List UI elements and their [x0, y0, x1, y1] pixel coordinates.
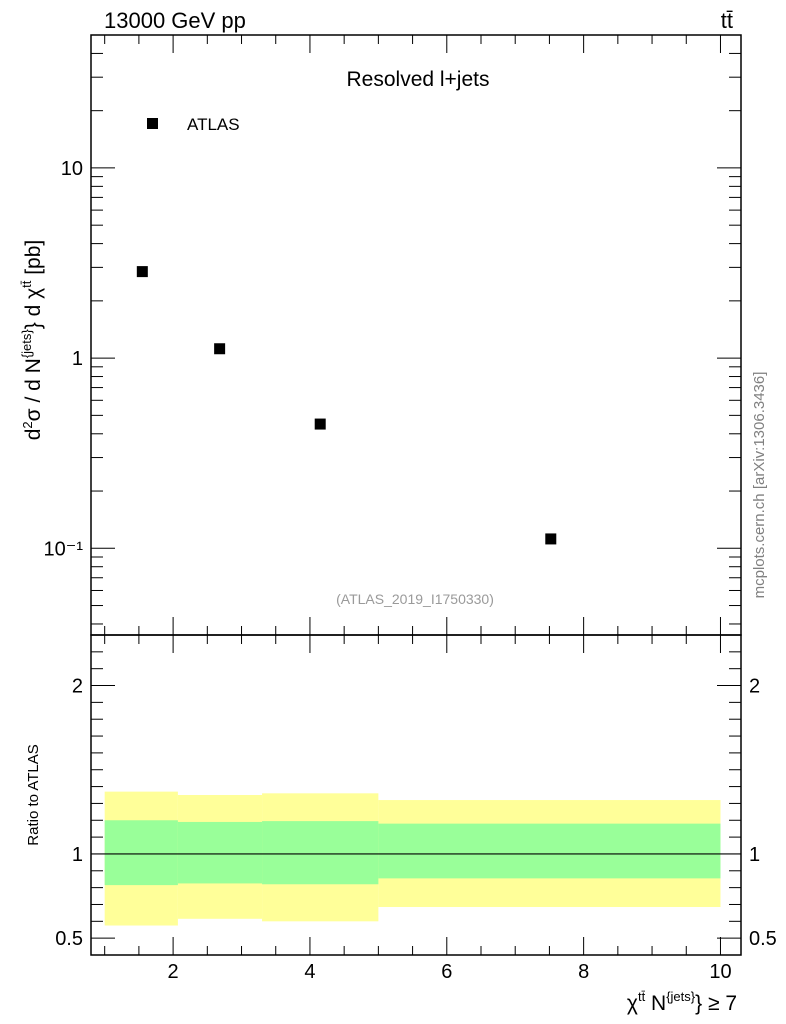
ratio-y-tick-label-right: 2 — [749, 676, 760, 698]
data-point — [545, 533, 557, 545]
inner-uncertainty-band — [262, 821, 379, 885]
main-plot-panel: 10 1 10⁻¹ Resolved l+jets ATLAS (ATLAS_201… — [44, 34, 742, 636]
x-axis-label: χtt̄ N{jets}} ≥ 7 — [627, 989, 737, 1015]
main-y-tick-label: 10⁻¹ — [44, 538, 84, 560]
analysis-label: (ATLAS_2019_I1750330) — [336, 591, 494, 607]
inner-uncertainty-band — [104, 820, 178, 886]
main-y-tick-label: 10 — [61, 158, 83, 180]
main-y-axis-label: d2σ / d N{jets}} d χtt̄ [pb] — [19, 240, 45, 441]
ratio-y-tick-label-left: 1 — [72, 844, 83, 866]
ratio-uncertainty-bands — [104, 791, 721, 926]
energy-label: 13000 GeV pp — [104, 8, 246, 33]
inner-uncertainty-band — [177, 821, 263, 884]
main-data-points — [136, 266, 557, 545]
ratio-y-tick-label-right: 1 — [749, 844, 760, 866]
ratio-tick-labels: 0.5 0.5 1 1 2 2 2 4 6 8 10 — [55, 676, 777, 983]
process-label: tt̄ — [721, 8, 733, 33]
main-y-tick-label: 1 — [72, 348, 83, 370]
ratio-y-axis-label: Ratio to ATLAS — [25, 744, 42, 845]
data-point — [214, 343, 226, 355]
ratio-plot-frame — [90, 634, 742, 956]
x-tick-label: 8 — [578, 961, 589, 983]
data-point — [314, 418, 326, 430]
legend-marker-atlas — [147, 118, 158, 129]
x-tick-label: 2 — [168, 961, 179, 983]
main-axis-ticks — [91, 34, 741, 635]
legend-label-atlas: ATLAS — [187, 115, 240, 134]
main-y-tick-labels: 10 1 10⁻¹ — [44, 158, 84, 560]
x-tick-label: 4 — [304, 961, 315, 983]
x-tick-label: 10 — [709, 961, 731, 983]
ratio-axis-ticks — [91, 635, 741, 955]
ratio-y-tick-label-left: 2 — [72, 676, 83, 698]
ratio-y-tick-label-right: 0.5 — [749, 928, 777, 950]
inner-uncertainty-band — [378, 823, 721, 879]
ratio-plot-panel: 0.5 0.5 1 1 2 2 2 4 6 8 10 — [55, 634, 777, 983]
ratio-y-tick-label-left: 0.5 — [55, 928, 83, 950]
plot-title: Resolved l+jets — [347, 68, 490, 91]
x-tick-label: 6 — [441, 961, 452, 983]
mcplots-side-label: mcplots.cern.ch [arXiv:1306.3436] — [751, 372, 768, 599]
data-point — [136, 266, 148, 278]
